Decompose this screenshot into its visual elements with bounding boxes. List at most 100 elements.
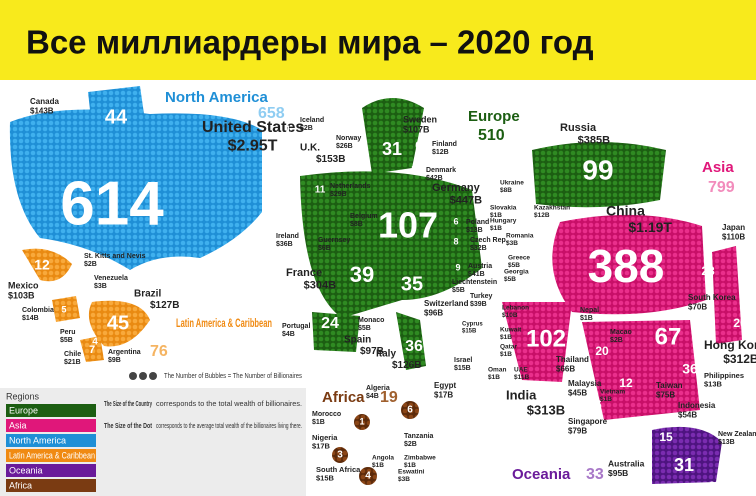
country-name: Tanzania [404, 433, 434, 440]
region-name: Europe [468, 108, 520, 125]
shape-brazil [88, 300, 150, 347]
country-name: South Africa [316, 465, 361, 474]
country-name: United States [202, 119, 304, 136]
region-name: Oceania [512, 466, 571, 483]
country-name: Liechtenstein [452, 279, 497, 286]
country-wealth: $107B [403, 125, 430, 135]
billionaire-count: 102 [526, 325, 566, 352]
country-name: Ukraine [500, 180, 524, 187]
country-name: Finland [432, 141, 457, 148]
country-wealth: $1B [490, 212, 502, 219]
legend-swatch [6, 449, 96, 462]
country-wealth: $42B [426, 175, 443, 182]
billionaire-count: 8 [453, 236, 458, 246]
country-name: Czech Rep. [470, 237, 508, 244]
country-name: Nigeria [312, 433, 338, 442]
country-wealth: $304B [304, 280, 336, 292]
country-wealth: $1B [372, 462, 384, 469]
country-name: Egypt [434, 381, 457, 390]
country-name: Australia [608, 458, 645, 468]
country-wealth: $5B [452, 287, 465, 294]
country-name: Macao [610, 329, 632, 336]
country-wealth: $6B [318, 245, 331, 252]
legend-label: North America [9, 435, 66, 445]
shape-south-africa [359, 467, 377, 485]
country-wealth: $5B [504, 276, 516, 283]
legend-swatch [6, 464, 96, 477]
billionaire-count: 28 [701, 264, 715, 278]
country-wealth: $4B [366, 393, 379, 400]
country-name: Chile [64, 351, 81, 358]
bubble-icon [149, 372, 157, 380]
country-name: New Zealand [718, 431, 756, 438]
country-wealth: $15B [454, 365, 471, 372]
legend-swatch [6, 419, 96, 432]
shape-chile [80, 336, 104, 362]
country-name: Belgium [350, 213, 378, 220]
billionaire-count: 20 [595, 344, 609, 358]
country-name: Austria [468, 263, 492, 270]
country-wealth: $385B [578, 135, 610, 147]
country-name: Germany [432, 182, 481, 194]
country-name: Peru [60, 329, 76, 336]
country-wealth: $39B [470, 301, 487, 308]
dot-size-label: The Size of the Dot [104, 421, 152, 430]
country-name: Lebanon [502, 305, 529, 312]
shapes [9, 86, 742, 485]
country-name: Mexico [8, 280, 39, 290]
country-wealth: $126B [392, 360, 421, 371]
country-name: South Korea [688, 293, 736, 302]
region-name: Asia [702, 159, 734, 176]
region-count: 76 [150, 343, 168, 360]
country-wealth: $17B [312, 442, 331, 451]
legend-label: Africa [9, 480, 32, 490]
country-name: Venezuela [94, 275, 128, 282]
billionaire-count: 31 [674, 455, 694, 475]
country-name: Hong Kong [704, 338, 756, 352]
legend-label: Europe [9, 405, 38, 415]
country-wealth: $8B [500, 187, 512, 194]
shape-russia [532, 142, 666, 208]
shape-colombia [52, 296, 80, 322]
country-wealth: $2B [610, 337, 623, 344]
billionaire-count: 12 [34, 257, 50, 273]
country-name: Norway [336, 135, 361, 142]
country-name: Nepal [580, 307, 599, 314]
legend-swatch [6, 434, 96, 447]
billionaire-count: 11 [315, 185, 326, 196]
country-name: Russia [560, 122, 597, 134]
country-wealth: $29B [330, 191, 347, 198]
country-wealth: $2.95T [228, 138, 278, 155]
billionaire-count: 7 [89, 344, 95, 356]
billionaire-count: 24 [321, 315, 339, 332]
country-name: Kuwait [500, 327, 522, 334]
title: Все миллиардеры мира – 2020 год [26, 24, 594, 61]
country-wealth: $96B [424, 308, 443, 317]
country-wealth: $10B [502, 312, 518, 319]
country-name: Morocco [312, 411, 341, 418]
shape-mexico [22, 248, 72, 282]
billionaire-count: 36 [405, 338, 423, 355]
country-wealth: $66B [556, 364, 575, 373]
country-name: UAE [514, 367, 528, 374]
billionaire-count: 15 [659, 430, 673, 444]
country-name: U.K. [300, 143, 320, 154]
bubble-icon [129, 372, 137, 380]
country-wealth: $313B [527, 402, 565, 417]
billionaire-count: 35 [401, 273, 423, 295]
country-wealth: $5B [508, 262, 520, 269]
country-wealth: $15B [462, 328, 477, 334]
shape-china [552, 214, 706, 315]
country-wealth: $75B [656, 390, 675, 399]
country-name: Iceland [300, 117, 324, 124]
country-name: India [506, 387, 537, 402]
billionaire-count: 1 [359, 416, 364, 426]
country-wealth: $3B [506, 240, 518, 247]
country-name: Hungary [490, 218, 517, 225]
country-name: Angola [372, 455, 394, 462]
billionaire-count: 6 [453, 216, 458, 226]
shape-nigeria [332, 447, 348, 463]
country-wealth: $8B [350, 221, 363, 228]
billionaire-count: 15 [732, 393, 744, 404]
region-count: 19 [380, 389, 398, 406]
